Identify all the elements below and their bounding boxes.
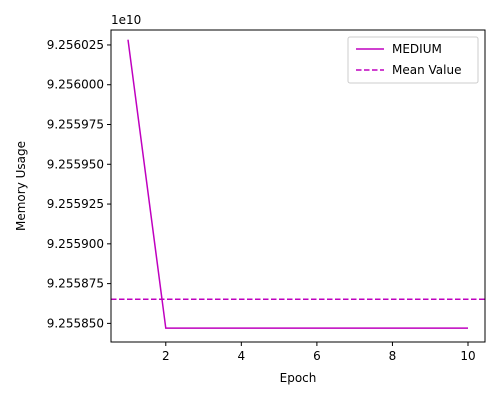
x-tick-label: 6 xyxy=(313,349,321,363)
y-tick-label: 9.255850 xyxy=(47,316,104,330)
y-tick-label: 9.255900 xyxy=(47,237,104,251)
plot-area: 2 4 6 8 10 9.2558509.2558759.2559009.2559259… xyxy=(47,29,486,363)
legend-entry-label: MEDIUM xyxy=(392,42,442,56)
y-tick-label: 9.255875 xyxy=(47,277,104,291)
y-tick-label: 9.255950 xyxy=(47,157,104,171)
y-axis-label: Memory Usage xyxy=(14,141,28,231)
axes-frame xyxy=(110,29,486,343)
y-tick-label: 9.256000 xyxy=(47,78,104,92)
y-tick-label: 9.255925 xyxy=(47,197,104,211)
series-layer xyxy=(111,39,485,329)
y-axis-offset-label: 1e10 xyxy=(111,13,141,27)
legend: MEDIUM Mean Value xyxy=(347,36,479,84)
series-line-medium xyxy=(127,39,468,329)
x-axis-ticks: 2 4 6 8 10 xyxy=(162,342,476,363)
x-tick-label: 2 xyxy=(162,349,170,363)
legend-entry-label: Mean Value xyxy=(392,63,461,77)
x-tick-label: 4 xyxy=(238,349,246,363)
y-tick-label: 9.255975 xyxy=(47,118,104,132)
x-tick-label: 10 xyxy=(460,349,475,363)
x-tick-label: 8 xyxy=(389,349,397,363)
x-axis-label: Epoch xyxy=(280,371,317,385)
y-axis-ticks: 9.255850 9.255875 9.255900 9.255925 9.255950… xyxy=(47,38,111,330)
y-tick-label: 9.256025 xyxy=(47,38,104,52)
